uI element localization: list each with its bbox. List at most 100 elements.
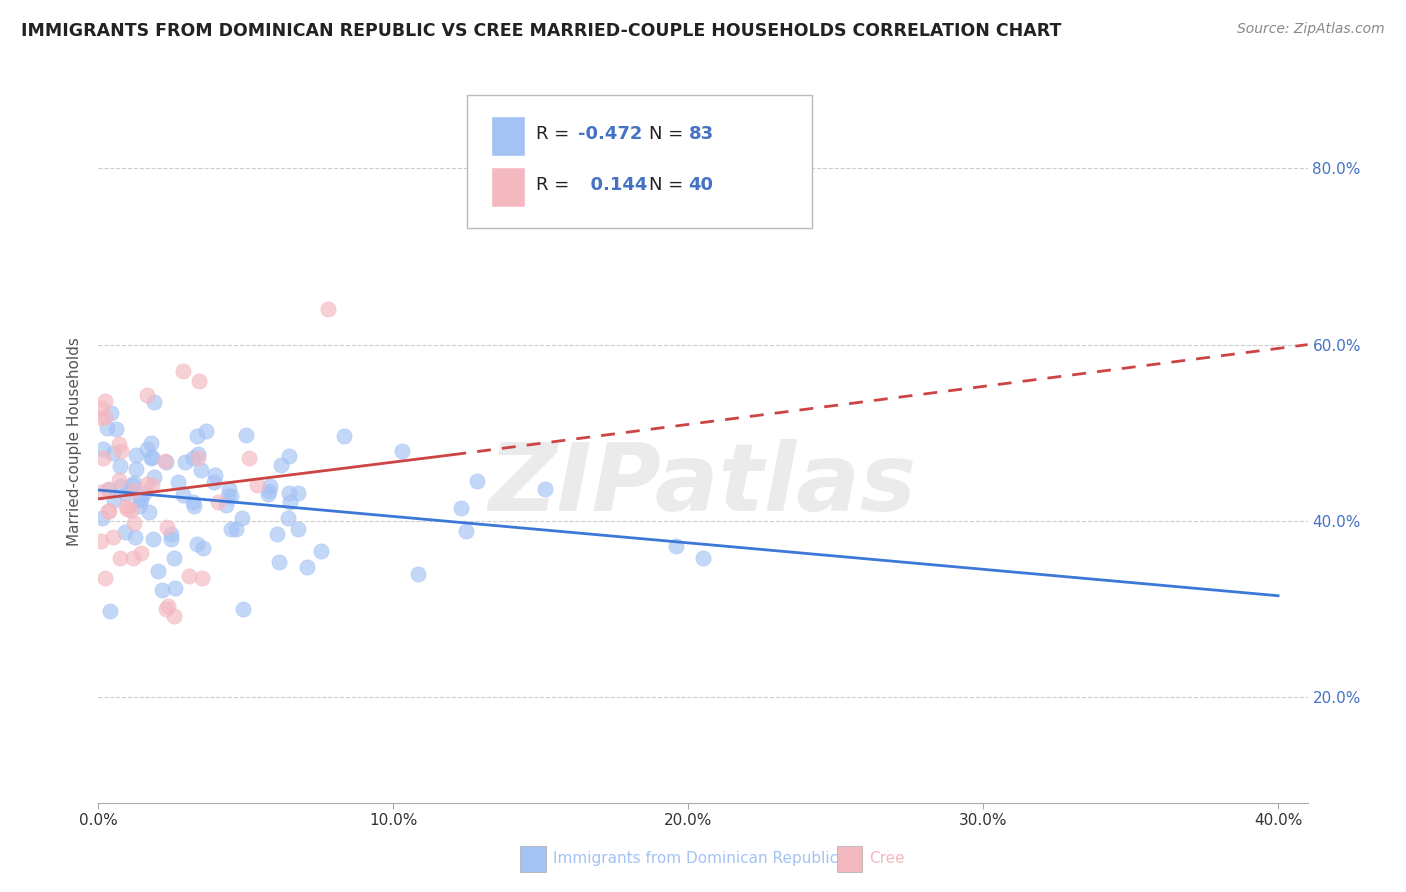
Point: [235, 427, 257, 442]
Point: [90, 484, 112, 499]
Point: [146, 564, 169, 578]
Point: [232, 602, 254, 616]
Point: [103, 446, 125, 460]
Point: [665, 539, 688, 553]
Point: [120, 503, 142, 517]
Point: [238, 450, 260, 465]
Point: [266, 526, 288, 541]
Point: [110, 479, 132, 493]
Point: [141, 436, 163, 450]
Point: [278, 449, 301, 463]
FancyBboxPatch shape: [492, 116, 526, 156]
Point: [138, 505, 160, 519]
Point: [124, 530, 146, 544]
Point: [172, 364, 194, 378]
Point: [91, 442, 114, 457]
Point: [125, 448, 148, 462]
Point: [333, 429, 356, 443]
FancyBboxPatch shape: [467, 95, 811, 228]
Point: [141, 451, 163, 466]
Point: [187, 450, 209, 465]
Point: [309, 544, 332, 558]
Point: [91, 451, 114, 466]
Point: [172, 488, 194, 502]
Point: [128, 499, 150, 513]
Point: [163, 608, 186, 623]
Point: [278, 485, 301, 500]
FancyBboxPatch shape: [492, 167, 526, 207]
Point: [108, 459, 131, 474]
Point: [269, 555, 291, 569]
Point: [143, 470, 166, 484]
Point: [98, 604, 121, 618]
Point: [136, 476, 159, 491]
Point: [188, 374, 211, 388]
Point: [406, 567, 429, 582]
Point: [156, 599, 179, 613]
Text: R =: R =: [536, 126, 575, 144]
Point: [110, 551, 132, 566]
Text: 83: 83: [689, 126, 714, 144]
Point: [122, 550, 145, 565]
Point: [141, 478, 163, 492]
Point: [150, 582, 173, 597]
Point: [129, 493, 152, 508]
Point: [93, 394, 115, 409]
Point: [190, 571, 212, 585]
Point: [692, 550, 714, 565]
Point: [156, 519, 179, 533]
Point: [136, 387, 159, 401]
Point: [117, 502, 139, 516]
Point: [94, 570, 117, 584]
Point: [122, 483, 145, 497]
Point: [165, 581, 187, 595]
Point: [160, 533, 183, 547]
Point: [90, 411, 112, 425]
Point: [465, 474, 488, 488]
Point: [219, 489, 242, 503]
Point: [93, 409, 115, 424]
Text: 40: 40: [689, 176, 713, 194]
Point: [101, 530, 124, 544]
Point: [186, 537, 208, 551]
Y-axis label: Married-couple Households: Married-couple Households: [67, 337, 83, 546]
Point: [160, 527, 183, 541]
Point: [90, 534, 112, 549]
Point: [129, 546, 152, 560]
Point: [174, 455, 197, 469]
Point: [90, 401, 112, 415]
Point: [115, 486, 138, 500]
Point: [277, 511, 299, 525]
Text: ZIPatlas: ZIPatlas: [489, 439, 917, 531]
Point: [110, 444, 132, 458]
Point: [163, 551, 186, 566]
Point: [124, 476, 146, 491]
Point: [97, 503, 120, 517]
Point: [186, 429, 208, 443]
Text: R =: R =: [536, 176, 575, 194]
Point: [215, 499, 238, 513]
Point: [454, 524, 477, 538]
Point: [177, 569, 200, 583]
Point: [103, 492, 125, 507]
Point: [217, 488, 239, 502]
Text: Immigrants from Dominican Republic: Immigrants from Dominican Republic: [553, 851, 838, 865]
Point: [141, 533, 163, 547]
Point: [204, 468, 226, 483]
Text: Cree: Cree: [869, 851, 904, 865]
Point: [181, 495, 204, 509]
Point: [153, 454, 176, 468]
Point: [287, 485, 309, 500]
Text: IMMIGRANTS FROM DOMINICAN REPUBLIC VS CREE MARRIED-COUPLE HOUSEHOLDS CORRELATION: IMMIGRANTS FROM DOMINICAN REPUBLIC VS CR…: [21, 22, 1062, 40]
Point: [278, 495, 301, 509]
Point: [391, 444, 413, 458]
Point: [122, 516, 145, 530]
Point: [183, 500, 205, 514]
Point: [136, 442, 159, 456]
Text: N =: N =: [648, 126, 689, 144]
Point: [107, 473, 129, 487]
Text: 0.144: 0.144: [578, 176, 648, 194]
Point: [316, 301, 339, 316]
Point: [121, 477, 143, 491]
Point: [245, 477, 267, 491]
